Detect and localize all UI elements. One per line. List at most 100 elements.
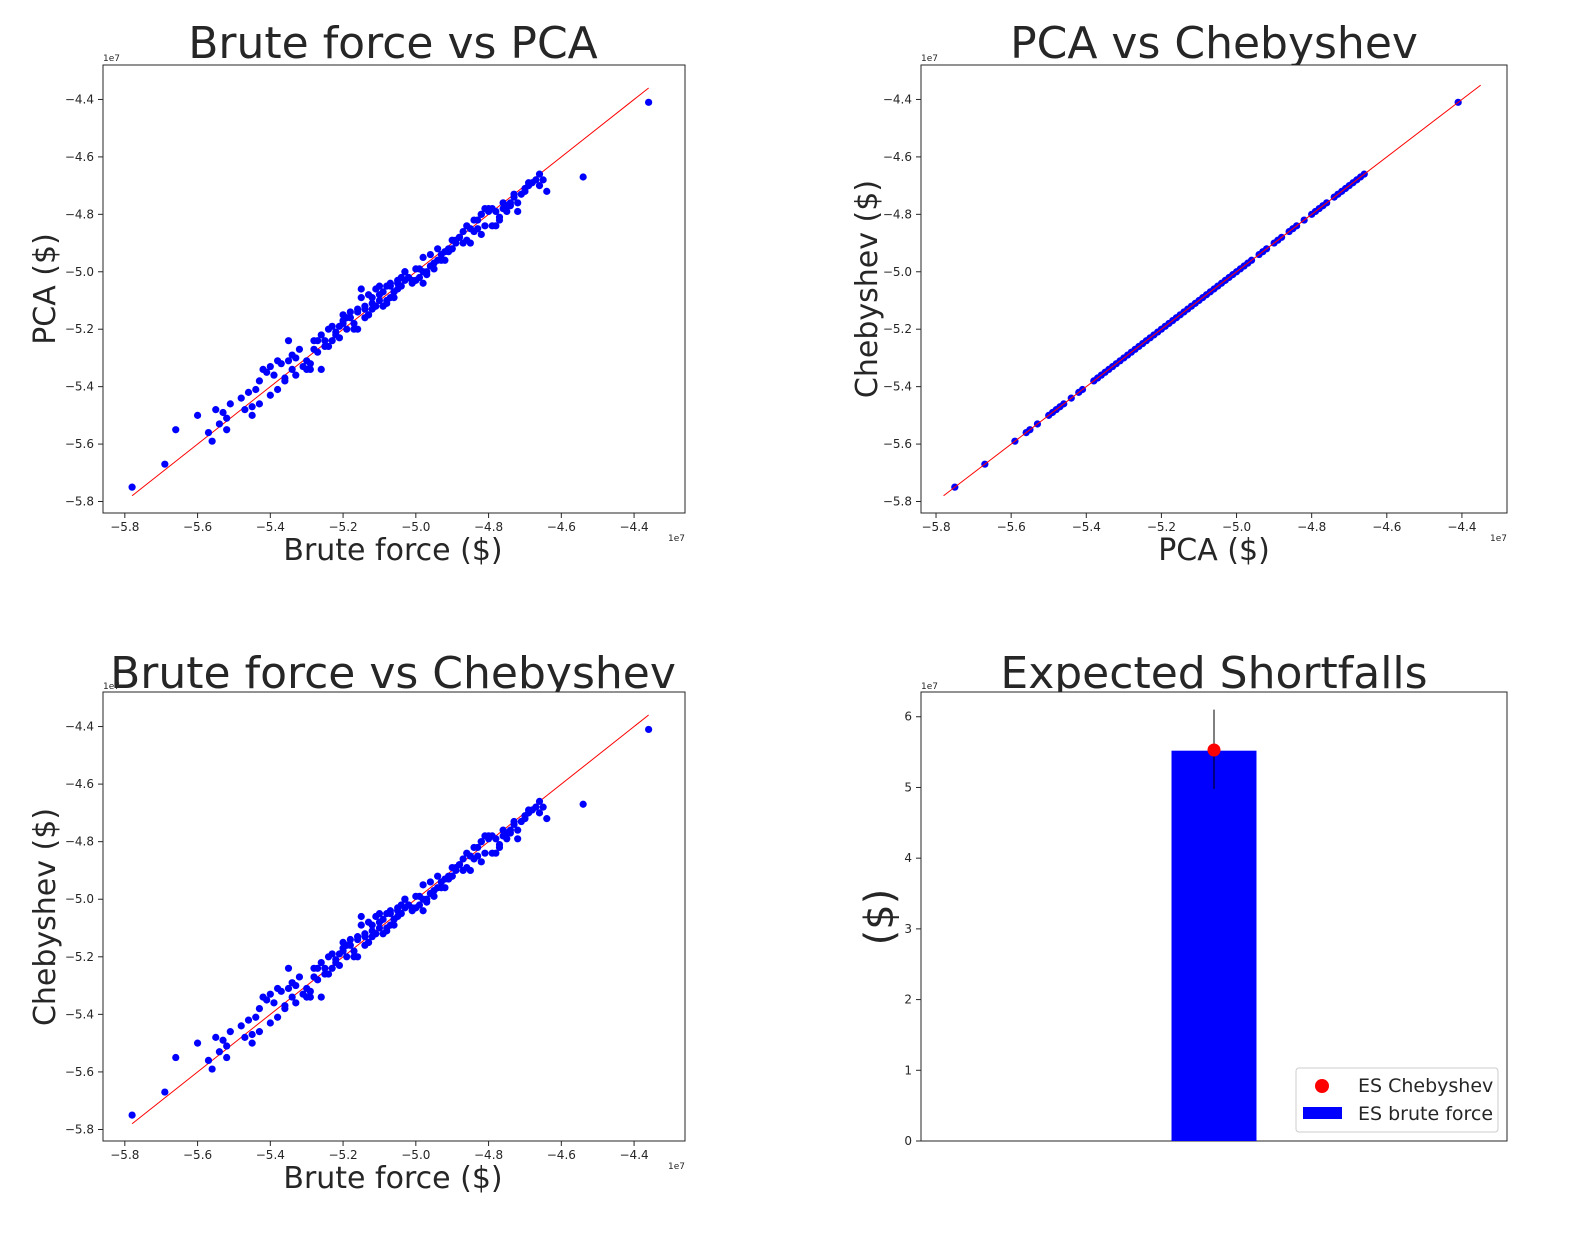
x-axis-label: Brute force ($) [283,1161,502,1196]
y-tick-label: −4.6 [883,150,912,164]
y-axis-label: Chebyshev ($) [850,180,885,398]
scatter-point [401,268,409,276]
x-tick-label: −4.4 [620,520,649,534]
scatter-point [452,236,460,244]
x-tick-label: −4.4 [620,1148,649,1162]
scatter-point [481,849,489,857]
scatter-point [161,1088,169,1096]
y-ticks: −5.8 −5.6 −5.4 −5.2 −5.0 −4.8 −4.6 −4.4 [883,92,921,509]
x-tick-label: −5.0 [1222,520,1251,534]
scatter-point [321,337,329,345]
scatter-point [255,377,264,385]
scatter-point [375,296,384,305]
x-tick-label: −4.8 [1297,520,1326,534]
scatter-point [172,426,180,434]
scatter-point [317,993,325,1001]
scatter-point [252,1013,260,1021]
panel-brute-force-vs-pca: Brute force vs PCA −5.8 −5.6 −5.4 −5.2 −5.0−… [28,18,686,568]
scatter-point [244,388,253,396]
scatter-point [292,371,300,379]
y-axis-label: PCA ($) [28,233,63,345]
scatter-point [532,803,540,811]
y-tick-label: 2 [904,993,912,1007]
y-tick-label: 6 [904,710,912,724]
scatter-point [368,294,376,302]
scatter-point [310,337,318,345]
scatter-point [161,460,169,468]
scatter-point [277,360,285,368]
y-offset-label: 1e7 [103,54,120,64]
scatter-point [532,176,540,184]
y-offset-label: 1e7 [103,682,120,692]
scatter-point [426,250,434,259]
scatter-point [383,927,391,935]
scatter-point [223,414,231,422]
y-ticks: −5.8 −5.6 −5.4 −5.2 −5.0 −4.8 −4.6 −4.4 [65,720,103,1136]
scatter-point [346,308,354,316]
scatter-point [354,325,362,333]
reference-line [943,84,1482,497]
scatter-point [506,826,514,834]
y-tick-label: −4.4 [65,92,94,106]
y-tick-label: −5.8 [65,495,94,509]
scatter-point [357,294,365,302]
x-ticks: −5.8 −5.6 −5.4 −5.2 −5.0 −4.8 −4.6 −4.4 [110,1141,649,1162]
y-tick-label: −5.2 [65,322,94,336]
y-axis-label: Chebyshev ($) [28,808,63,1026]
legend: ES Chebyshev ES brute force [1295,1067,1499,1133]
reference-line [131,87,649,497]
scatter-points [128,725,653,1119]
scatter-point [510,817,518,826]
x-tick-label: −5.0 [401,1148,430,1162]
y-offset-label: 1e7 [921,682,938,692]
scatter-point [543,187,551,195]
scatter-point [394,276,402,284]
scatter-point [332,956,340,964]
x-tick-label: −5.2 [1147,520,1176,534]
scatter-point [543,815,551,823]
scatter-point [328,322,336,330]
y-tick-label: −5.6 [883,437,912,451]
scatter-point [459,227,467,236]
scatter-point [419,279,427,287]
x-tick-label: −5.6 [183,520,212,534]
x-tick-label: −5.6 [183,1148,212,1162]
scatter-point [306,360,314,368]
y-tick-label: −4.8 [883,207,912,221]
y-ticks: 0 1 2 3 4 5 6 [904,710,921,1148]
scatter-point [361,302,369,310]
scatter-point [375,282,384,290]
scatter-point [506,199,514,207]
legend-frame [1295,1067,1499,1133]
scatter-point [252,385,260,394]
scatter-point [212,406,220,414]
legend-label-es-chebyshev: ES Chebyshev [1358,1075,1493,1097]
scatter-point [463,236,471,244]
scatter-point [284,337,293,345]
scatter-point [208,437,216,445]
scatter-point [390,921,398,929]
scatter-point [204,1056,213,1065]
y-tick-label: −4.8 [65,835,94,849]
y-ticks: −5.8 −5.6 −5.4 −5.2 −5.0 −4.8 −4.6 −4.4 [65,92,103,509]
scatter-point [219,1036,227,1044]
scatter-point [339,319,347,328]
scatter-point [303,993,311,1001]
scatter-point [284,964,293,972]
x-ticks: −5.8 −5.6 −5.4 −5.2 −5.0 −4.8 −4.6 −4.4 [921,513,1476,534]
y-tick-label: −5.0 [883,265,912,279]
scatter-point [266,362,274,371]
scatter-point [514,199,522,207]
scatter-point [314,348,322,356]
scatter-point [434,872,442,880]
scatter-point [350,319,358,328]
scatter-point [463,863,471,872]
scatter-point [248,1039,256,1047]
scatter-point [474,225,482,233]
scatter-point [579,800,587,808]
scatter-point [215,1048,223,1056]
scatter-point [394,904,402,912]
scatter-point [426,878,434,886]
scatter-point [244,1016,253,1024]
scatter-point [514,826,522,834]
